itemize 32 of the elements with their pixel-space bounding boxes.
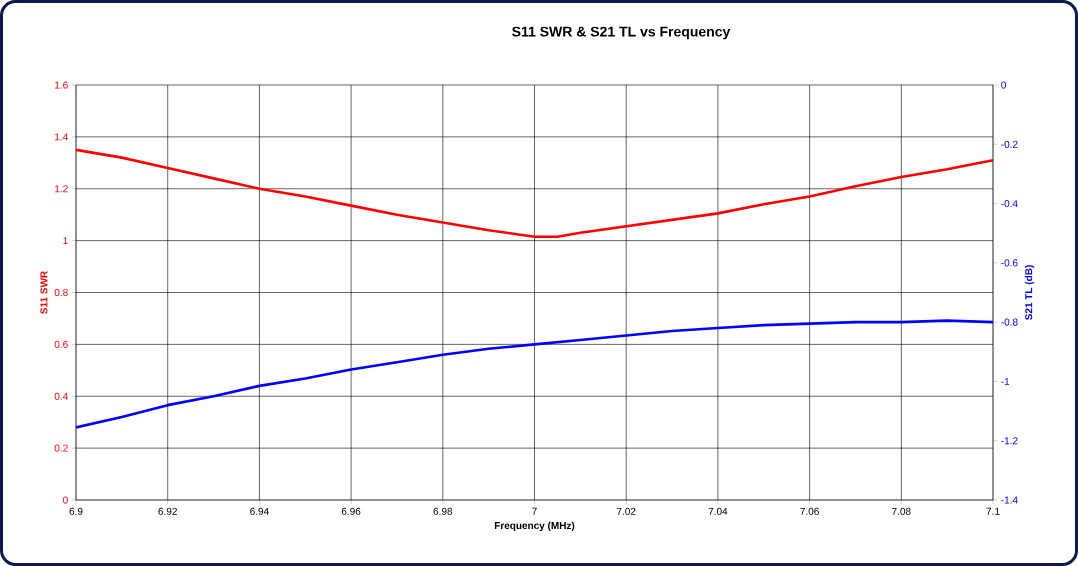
y2-tick-label: -0.2 — [1001, 140, 1018, 148]
x-tick-label: 7 — [532, 507, 537, 515]
y2-tick-label: -1.4 — [1001, 496, 1018, 504]
x-tick-label: 6.98 — [433, 507, 453, 515]
x-tick-label: 7.08 — [892, 507, 911, 515]
x-tick-label: 6.94 — [250, 507, 269, 515]
y-tick-label: 0.2 — [54, 444, 68, 452]
x-tick-label: 7.06 — [800, 507, 819, 515]
y-tick-label: 1.2 — [55, 185, 68, 193]
y2-tick-label: -0.6 — [1001, 259, 1018, 267]
y-tick-label: 0 — [63, 496, 68, 504]
y-tick-label: 0.4 — [54, 392, 68, 400]
y-tick-label: 1.4 — [55, 133, 68, 141]
y-axis-title: S11 SWR — [40, 271, 48, 314]
x-axis-title: Frequency (MHz) — [494, 521, 575, 532]
x-tick-label: 6.92 — [158, 507, 177, 515]
x-tick-label: 6.9 — [69, 507, 83, 515]
x-tick-label: 7.02 — [616, 507, 636, 515]
x-tick-label: 7.04 — [708, 507, 728, 515]
y2-tick-label: -1 — [1001, 377, 1010, 385]
x-tick-label: 7.1 — [986, 507, 1000, 515]
chart-title: S11 SWR & S21 TL vs Frequency — [512, 26, 731, 40]
y2-axis-title: S21 TL (dB) — [1024, 265, 1035, 320]
y2-tick-label: -0.8 — [1001, 318, 1018, 326]
y-tick-label: 0.8 — [54, 288, 68, 297]
y2-tick-label: -0.4 — [1001, 200, 1018, 208]
y2-tick-label: 0 — [1001, 81, 1006, 89]
y-tick-label: 0.6 — [54, 340, 68, 348]
y-tick-label: 1.6 — [55, 81, 68, 89]
x-tick-label: 6.96 — [341, 507, 361, 515]
y2-tick-label: -1.2 — [1001, 437, 1018, 445]
y-tick-label: 1 — [63, 237, 68, 245]
